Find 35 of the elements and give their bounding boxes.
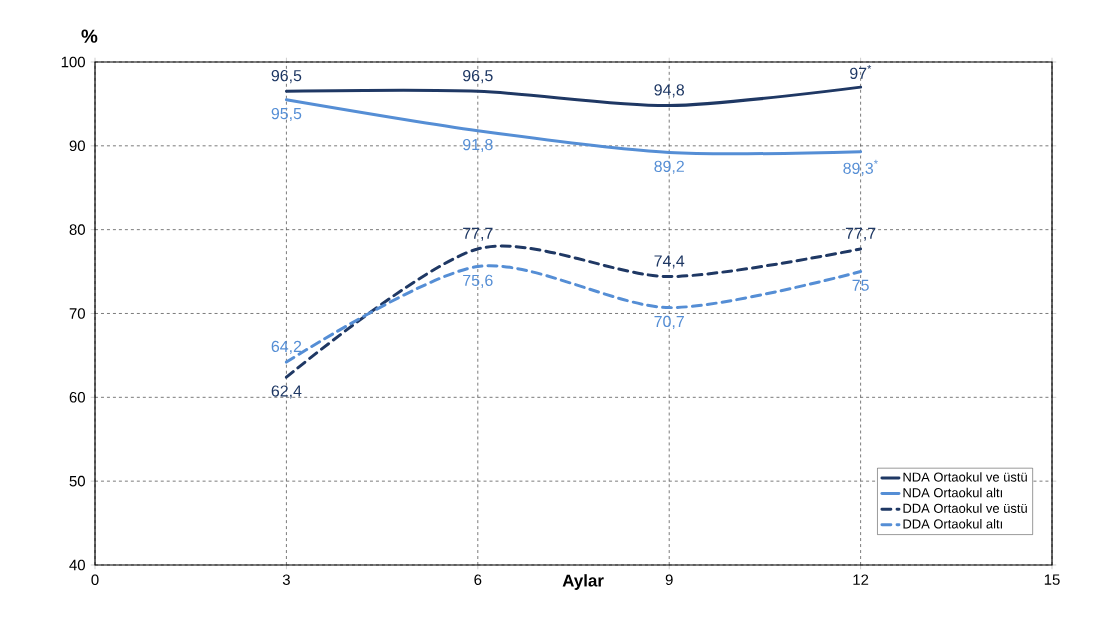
data-label: 96,5 [463, 69, 493, 84]
y-tick-label: 100 [61, 56, 85, 68]
data-label: 77,7 [463, 227, 493, 241]
y-tick-label: 40 [69, 559, 85, 571]
data-label: 94,8 [654, 84, 685, 98]
y-tick-label: 60 [69, 392, 85, 403]
legend-label: NDA Ortaokul ve üstü [903, 472, 1027, 482]
x-tick-label: 12 [853, 574, 869, 585]
x-tick-label: 9 [665, 574, 673, 585]
data-label: 91,8 [463, 138, 493, 153]
data-label: 96,5 [271, 69, 302, 84]
data-label: 62,4 [271, 385, 302, 399]
x-tick-label: 6 [474, 574, 482, 585]
data-label: 95,5 [271, 107, 302, 122]
data-label: 64,2 [271, 340, 302, 354]
data-label: 75,6 [463, 274, 493, 288]
x-tick-label: 0 [91, 574, 99, 585]
y-tick-label: 70 [69, 308, 85, 319]
legend-label: DDA Ortaokul altı [903, 518, 1002, 529]
data-label: 77,7 [845, 227, 876, 241]
x-tick-label: 3 [282, 574, 290, 585]
data-label: 75 [852, 279, 869, 291]
data-label: 70,7 [654, 315, 684, 329]
data-label: 89,2 [654, 160, 684, 174]
y-tick-label: 80 [69, 224, 85, 235]
x-axis-title: Aylar [562, 574, 604, 590]
legend-label: DDA Ortaokul ve üstü [903, 503, 1027, 513]
y-tick-label: 50 [69, 475, 85, 487]
data-label: 97$^{*}$ [850, 64, 872, 79]
y-tick-label: 90 [69, 140, 85, 152]
y-axis-title: % [81, 29, 98, 43]
x-tick-label: 15 [1044, 574, 1060, 585]
data-label: 74,4 [654, 255, 685, 269]
legend-label: NDA Ortaokul altı [903, 487, 1002, 498]
data-label: 89,3$^{*}$ [843, 159, 878, 176]
